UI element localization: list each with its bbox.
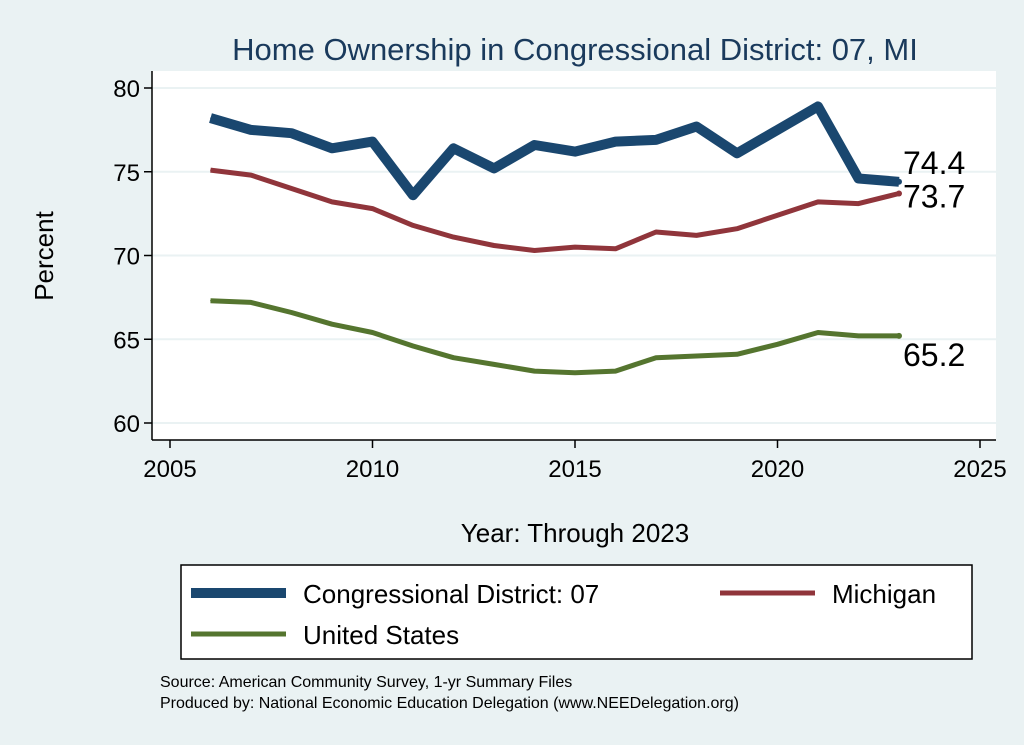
y-tick-label: 60 (113, 411, 140, 438)
legend-label: Michigan (832, 579, 936, 609)
data-point (412, 194, 414, 196)
y-tick-label: 70 (113, 244, 140, 271)
data-point (331, 147, 333, 149)
data-point (210, 300, 211, 302)
data-point (493, 244, 495, 246)
data-point (615, 370, 616, 372)
end-value-label: 65.2 (903, 337, 965, 373)
y-tick-label: 75 (113, 160, 140, 187)
data-point (896, 178, 902, 185)
data-point (210, 169, 211, 171)
data-point (817, 105, 819, 107)
legend: Congressional District: 07 Michigan United… (180, 564, 973, 660)
x-tick-label: 2020 (751, 456, 804, 483)
data-point (250, 301, 252, 303)
x-tick-label: 2015 (548, 456, 601, 483)
source-note: Source: American Community Survey, 1-yr … (160, 674, 572, 691)
data-point (291, 311, 292, 313)
data-point (615, 141, 616, 143)
data-point (574, 151, 576, 153)
data-point (372, 332, 373, 334)
data-point (250, 174, 252, 176)
data-point (250, 129, 252, 131)
x-tick-label: 2005 (143, 456, 196, 483)
data-point (817, 332, 819, 334)
data-point (858, 177, 859, 179)
x-tick-label: 2025 (953, 456, 1006, 483)
end-labels: 74.473.7 65.2 (903, 145, 965, 373)
data-point (896, 332, 902, 339)
data-point (291, 188, 292, 189)
data-point (896, 190, 902, 197)
producer-note: Produced by: National Economic Education… (160, 695, 739, 712)
data-point (736, 152, 738, 154)
data-point (291, 132, 292, 134)
data-point (493, 167, 495, 169)
series-lines (209, 101, 902, 376)
data-point (372, 141, 373, 143)
data-point (655, 357, 657, 359)
data-point (736, 353, 738, 355)
data-point (777, 214, 778, 216)
data-point (331, 323, 333, 325)
data-point (412, 345, 414, 347)
data-point (453, 236, 454, 238)
data-point (696, 234, 697, 236)
series-line (209, 101, 900, 201)
data-point (331, 201, 333, 203)
data-point (210, 117, 211, 119)
y-tick-label: 80 (113, 76, 140, 103)
data-point (615, 248, 616, 250)
legend-label: Congressional District: 07 (303, 579, 599, 609)
series-line (210, 298, 899, 376)
x-tick-label: 2010 (346, 456, 399, 483)
data-point (534, 144, 535, 146)
legend-label: United States (303, 620, 459, 650)
grid-lines (152, 87, 996, 424)
data-point (534, 249, 535, 251)
end-value-label: 73.7 (903, 179, 965, 215)
axes: 60 65 70 75 80 2005 2010 2015 2020 2025 (113, 71, 1007, 483)
data-point (696, 126, 697, 128)
x-axis-label: Year: Through 2023 (461, 518, 689, 548)
data-point (736, 228, 738, 230)
data-point (817, 201, 819, 203)
y-axis-label: Percent (29, 210, 59, 300)
legend-box (180, 564, 973, 660)
data-point (534, 370, 535, 372)
data-point (858, 203, 859, 205)
data-point (493, 363, 495, 365)
data-point (696, 355, 697, 357)
series-line (210, 167, 900, 253)
data-point (412, 224, 414, 226)
data-point (453, 147, 454, 149)
data-point (777, 343, 778, 345)
data-point (574, 246, 576, 248)
chart-title: Home Ownership in Congressional District… (232, 32, 918, 67)
data-point (574, 372, 576, 374)
data-point (777, 129, 778, 131)
data-point (858, 335, 859, 337)
y-tick-label: 65 (113, 327, 140, 354)
data-point (655, 231, 657, 233)
data-point (655, 139, 657, 141)
data-point (372, 208, 373, 210)
end-value-label: 74.4 (903, 145, 965, 181)
data-point (453, 357, 454, 359)
